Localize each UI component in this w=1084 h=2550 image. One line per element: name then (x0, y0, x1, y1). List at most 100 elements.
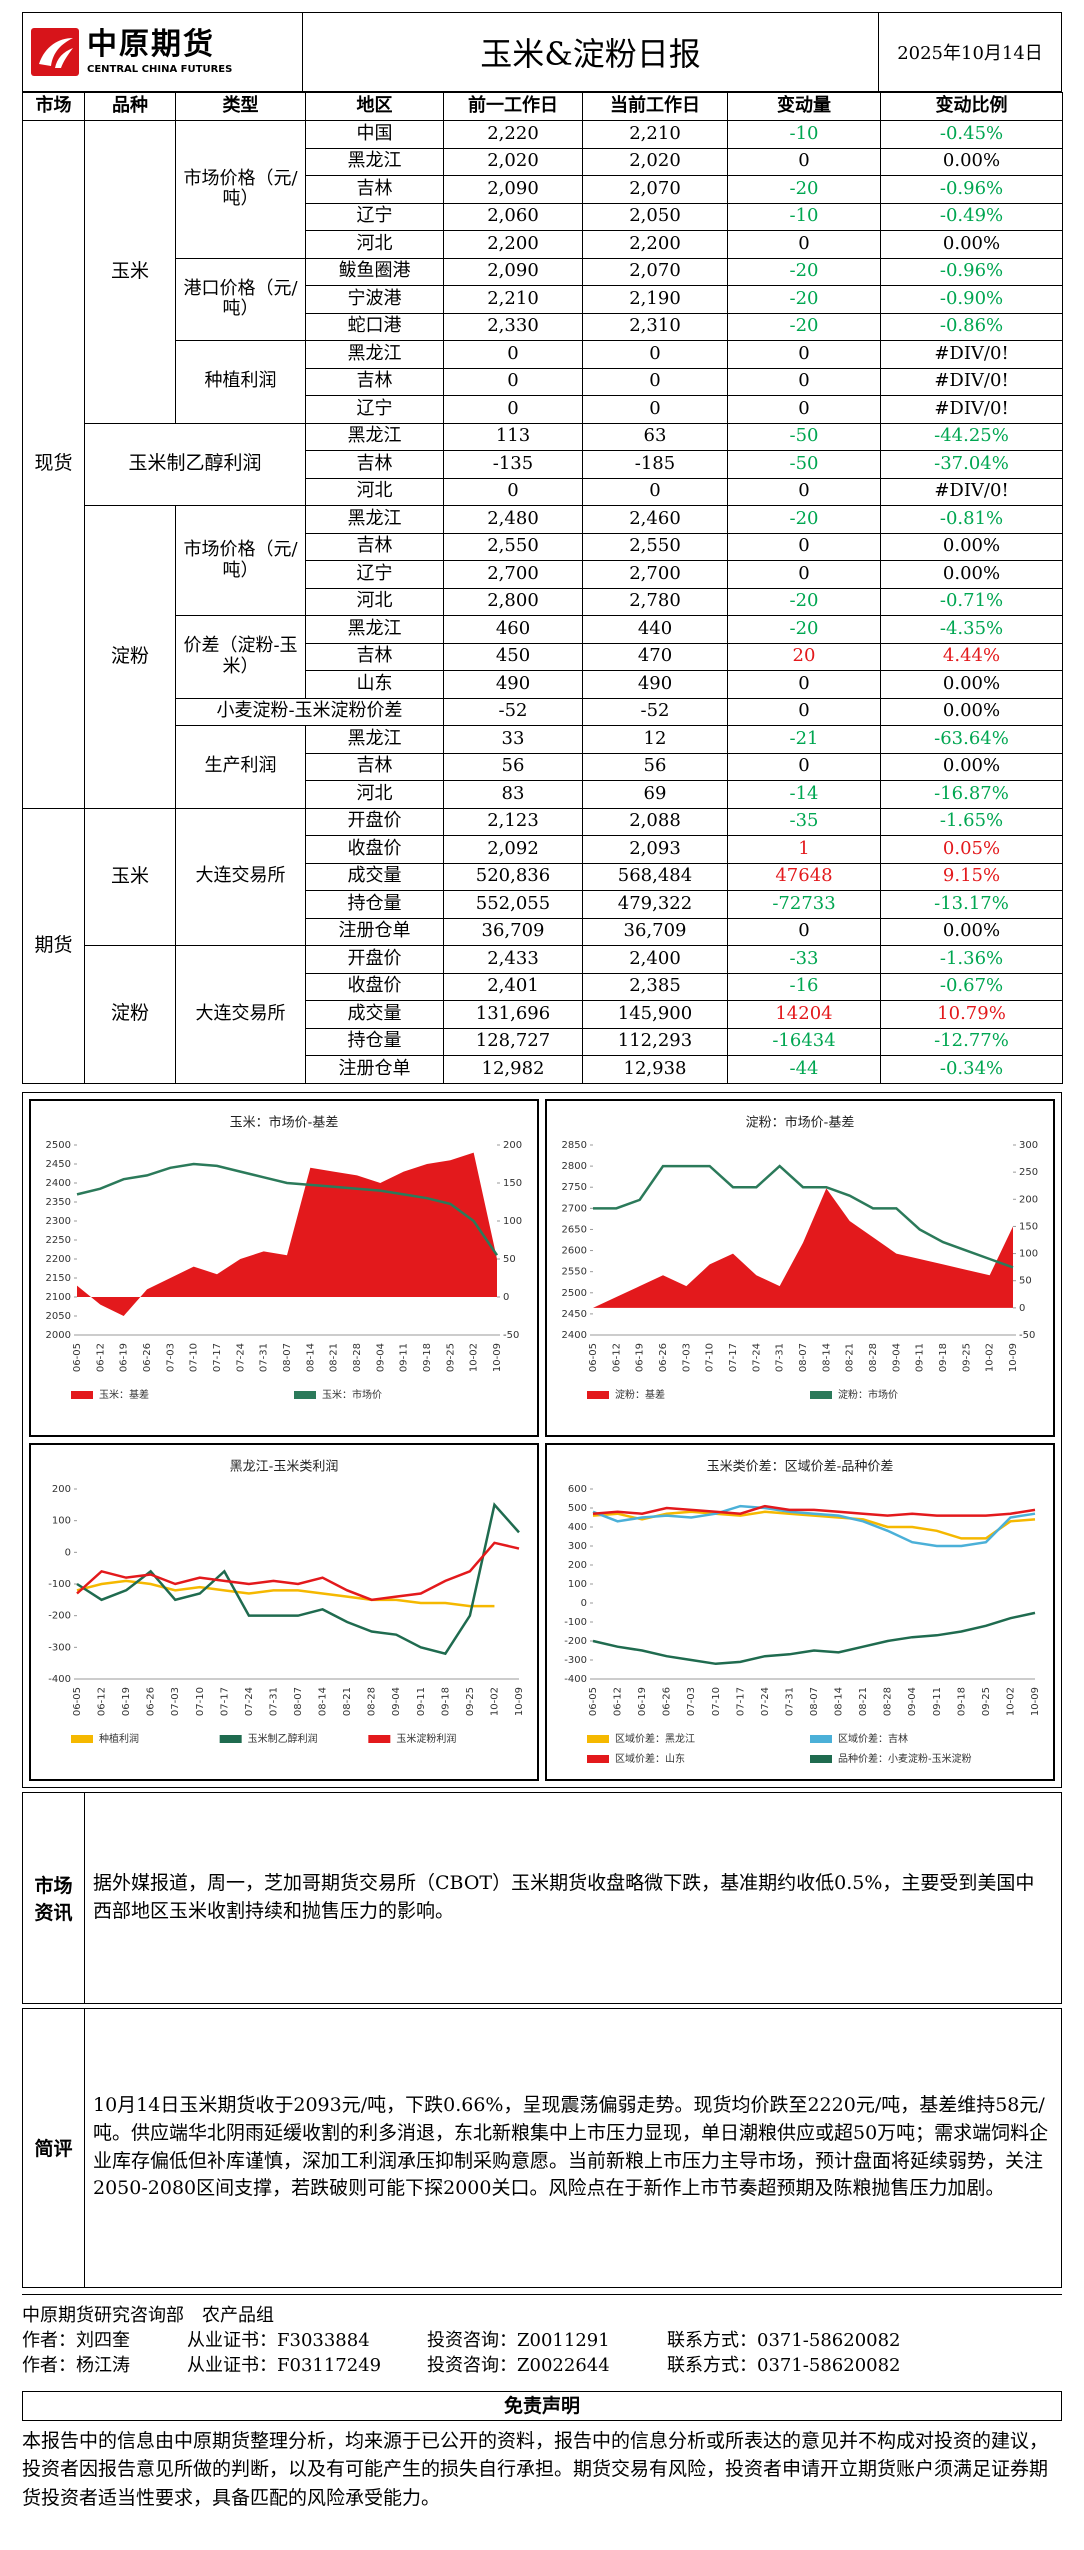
legend-swatch (294, 1390, 316, 1399)
x-tick-label: 06-19 (121, 1687, 132, 1716)
cell: -10 (727, 202, 881, 231)
y2-tick-label: 0 (503, 1292, 509, 1303)
x-tick-label: 06-12 (613, 1687, 624, 1716)
table-row: 淀粉 市场价格（元/吨） 黑龙江 2,480 2,460 -20 -0.81% (23, 505, 1063, 809)
market-name: 现货 (22, 120, 85, 809)
author-field: 投资咨询：Z0011291 (427, 2329, 610, 2351)
x-tick-label: 07-31 (259, 1343, 270, 1372)
cell: 0 (727, 477, 881, 506)
cell: 2,330 (443, 312, 583, 341)
cell: 0 (727, 560, 881, 589)
x-tick-label: 06-19 (637, 1687, 648, 1716)
legend-swatch (219, 1734, 242, 1743)
x-tick-label: 08-07 (282, 1343, 293, 1372)
cell: -20 (727, 587, 881, 616)
table-row: 吉林 450 470 20 4.44% (23, 642, 1063, 671)
cell: 0 (727, 230, 881, 259)
table-row: 蛇口港 2,330 2,310 -20 -0.86% (23, 312, 1063, 341)
cell: 2,401 (443, 972, 583, 1001)
cell: 568,484 (582, 862, 728, 891)
x-tick-label: 06-05 (72, 1343, 83, 1372)
x-tick-label: 07-31 (784, 1687, 795, 1716)
cell: 2,092 (443, 835, 583, 864)
section-text: 10月14日玉米期货收于2093元/吨，下跌0.66%，呈现震荡偏弱走势。现货均… (93, 2094, 1049, 2200)
table-row: 辽宁 2,060 2,050 -10 -0.49% (23, 202, 1063, 231)
cell: 552,055 (443, 890, 583, 919)
y-tick-label: 2500 (562, 1287, 587, 1298)
y-tick-label: 2650 (562, 1224, 587, 1235)
variety-name: 淀粉 (84, 505, 176, 809)
cell: 河北 (305, 780, 444, 809)
y2-tick-label: 100 (503, 1216, 522, 1227)
y-tick-label: 2350 (46, 1197, 71, 1208)
report: 中原期货 CENTRAL CHINA FUTURES 玉米&淀粉日报 2025年… (22, 12, 1063, 2518)
x-tick-label: 08-28 (367, 1687, 378, 1716)
y-tick-label: -300 (48, 1642, 71, 1653)
logo-english: CENTRAL CHINA FUTURES (87, 63, 233, 75)
author-row: 作者：杨江涛 从业证书：F03117249 投资咨询：Z0022644 联系方式：03… (22, 2353, 1062, 2378)
cell: -20 (727, 615, 881, 644)
x-tick-label: 07-31 (268, 1687, 279, 1716)
cell: 0.00% (880, 560, 1063, 589)
cell: 0 (727, 147, 881, 176)
y-tick-label: -400 (48, 1674, 71, 1685)
cell: 2,700 (443, 560, 583, 589)
y-tick-label: -100 (48, 1579, 71, 1590)
cell: 持仓量 (305, 890, 444, 919)
column-header: 品种 (84, 92, 176, 121)
x-tick-label: 08-14 (821, 1343, 832, 1372)
x-tick-label: 07-17 (728, 1343, 739, 1372)
x-tick-label: 07-10 (189, 1343, 200, 1372)
cell: 黑龙江 (305, 505, 444, 534)
cell: 0 (582, 340, 728, 369)
x-tick-label: 08-28 (883, 1687, 894, 1716)
type-name: 生产利润 (175, 725, 306, 809)
chart: 玉米：市场价-基差2000205021002150220022502300235… (29, 1098, 539, 1437)
cell: 0 (727, 670, 881, 699)
y-tick-label: 2050 (46, 1311, 71, 1322)
cell: -37.04% (880, 450, 1063, 479)
type-name: 种植利润 (175, 340, 306, 424)
y-tick-label: -200 (564, 1636, 587, 1647)
y2-tick-label: 200 (503, 1140, 522, 1151)
y-tick-label: 2200 (46, 1254, 71, 1265)
cell: 14204 (727, 1000, 881, 1029)
y-tick-label: 100 (568, 1579, 587, 1590)
cell: -4.35% (880, 615, 1063, 644)
cell: -185 (582, 450, 728, 479)
cell: 0.00% (880, 670, 1063, 699)
x-tick-label: 08-21 (329, 1343, 340, 1372)
type-name: 价差（淀粉-玉米） (175, 615, 306, 699)
x-tick-label: 06-26 (662, 1687, 673, 1716)
x-tick-label: 08-14 (318, 1687, 329, 1716)
cell: 12 (582, 725, 728, 754)
y-tick-label: 0 (65, 1547, 71, 1558)
cell: -0.49% (880, 202, 1063, 231)
x-tick-label: 09-04 (891, 1343, 902, 1372)
cell: 河北 (305, 230, 444, 259)
cell: -50 (727, 450, 881, 479)
cell: -44.25% (880, 422, 1063, 451)
x-tick-label: 09-04 (907, 1687, 918, 1716)
author-field: 作者：刘四奎 (22, 2329, 130, 2351)
cell: 0.05% (880, 835, 1063, 864)
cell: 2,090 (443, 257, 583, 286)
line (593, 1163, 1014, 1269)
cell: 吉林 (305, 367, 444, 396)
cell: 2,190 (582, 285, 728, 314)
x-tick-label: 09-04 (391, 1687, 402, 1716)
x-tick-label: 08-28 (352, 1343, 363, 1372)
cell: 2,200 (582, 230, 728, 259)
x-tick-label: 07-03 (170, 1687, 181, 1716)
cell: 0.00% (880, 147, 1063, 176)
type-name: 市场价格（元/吨） (175, 120, 306, 259)
cell: -0.34% (880, 1055, 1063, 1084)
cell: 2,060 (443, 202, 583, 231)
section-label: 市场资讯 (23, 1792, 85, 2003)
cell: 河北 (305, 587, 444, 616)
line (76, 1579, 495, 1607)
y-tick-label: 200 (568, 1560, 587, 1571)
y-tick-label: 400 (568, 1522, 587, 1533)
section: 市场资讯 据外媒报道，周一，芝加哥期货交易所（CBOT）玉米期货收盘略微下跌，基准… (22, 1791, 1062, 2004)
